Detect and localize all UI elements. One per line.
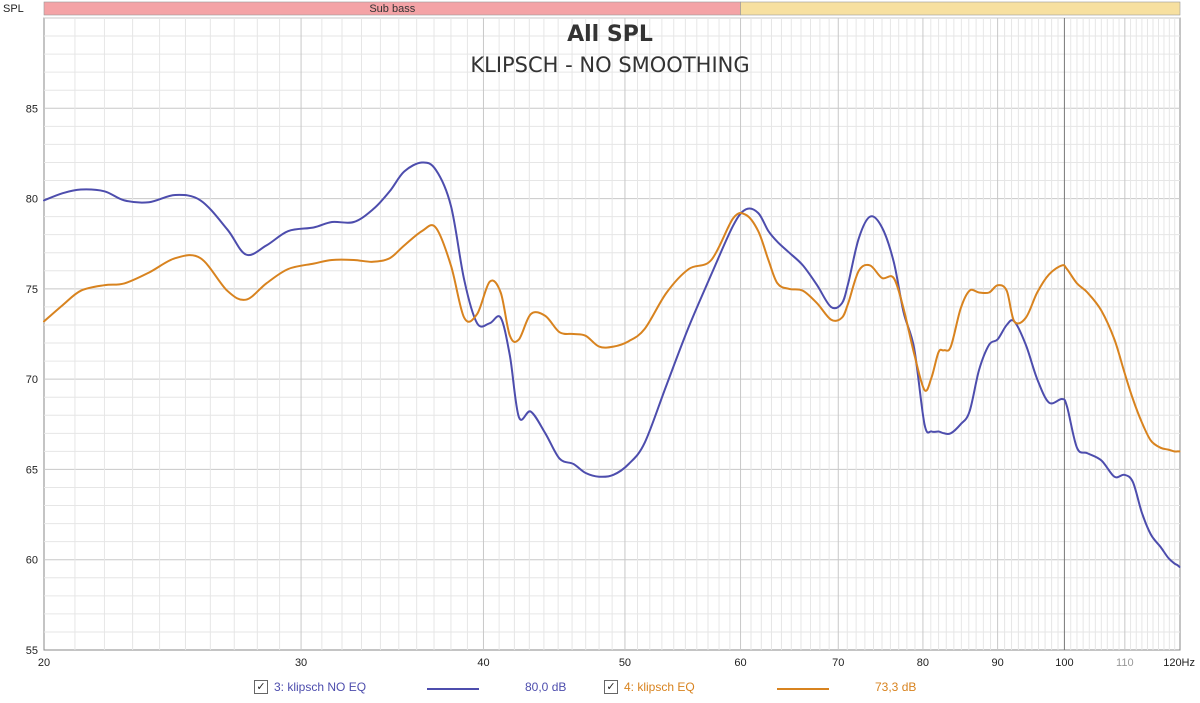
y-tick-label: 55 bbox=[26, 645, 38, 657]
legend-item-eq[interactable]: ✓ 4: klipsch EQ bbox=[604, 680, 695, 694]
y-tick-label: 75 bbox=[26, 284, 38, 296]
series bbox=[43, 161, 1181, 568]
legend-value: 80,0 dB bbox=[525, 680, 567, 694]
band-label: Sub bass bbox=[369, 3, 415, 15]
legend-swatch bbox=[427, 688, 479, 690]
legend-label: 4: klipsch EQ bbox=[624, 680, 695, 694]
y-ticks: 55 60 65 70 75 80 85 bbox=[26, 103, 38, 657]
y-tick-label: 65 bbox=[26, 464, 38, 476]
series-line-2 bbox=[43, 212, 1181, 453]
x-tick-label: 40 bbox=[477, 657, 489, 669]
legend-swatch bbox=[777, 688, 829, 690]
legend-label: 3: klipsch NO EQ bbox=[274, 680, 367, 694]
x-tick-label: 110 bbox=[1116, 657, 1134, 669]
spl-chart: Sub bass SPL 55 60 65 70 75 80 85 20 30 40 50 60 70… bbox=[3, 1, 1195, 669]
x-tick-label: 50 bbox=[619, 657, 631, 669]
checkbox-icon[interactable]: ✓ bbox=[254, 680, 268, 694]
y-tick-label: 85 bbox=[26, 103, 38, 115]
x-tick-label: 80 bbox=[917, 657, 929, 669]
y-tick-label: 70 bbox=[26, 374, 38, 386]
x-tick-label: 90 bbox=[991, 657, 1003, 669]
chart-subtitle: KLIPSCH - NO SMOOTHING bbox=[470, 53, 749, 77]
x-tick-label: 30 bbox=[295, 657, 307, 669]
y-tick-label: 80 bbox=[26, 194, 38, 206]
x-tick-label: 70 bbox=[832, 657, 844, 669]
x-tick-label: 20 bbox=[38, 657, 50, 669]
band-bar: Sub bass bbox=[43, 1, 1181, 16]
legend-value: 73,3 dB bbox=[875, 680, 917, 694]
y-axis-name: SPL bbox=[3, 3, 24, 15]
x-ticks: 20 30 40 50 60 70 80 90 100 110 120Hz bbox=[38, 657, 1195, 669]
x-tick-label: 100 bbox=[1055, 657, 1073, 669]
band-1 bbox=[740, 1, 1181, 16]
x-tick-label: 60 bbox=[734, 657, 746, 669]
y-tick-label: 60 bbox=[26, 555, 38, 567]
checkbox-icon[interactable]: ✓ bbox=[604, 680, 618, 694]
grid bbox=[44, 17, 1180, 650]
x-tick-label: 120Hz bbox=[1163, 657, 1195, 669]
chart-title: All SPL bbox=[567, 22, 653, 47]
legend: ✓ 3: klipsch NO EQ 80,0 dB ✓ 4: klipsch … bbox=[0, 680, 1200, 700]
series-line-1 bbox=[43, 161, 1181, 568]
legend-item-no-eq[interactable]: ✓ 3: klipsch NO EQ bbox=[254, 680, 366, 694]
